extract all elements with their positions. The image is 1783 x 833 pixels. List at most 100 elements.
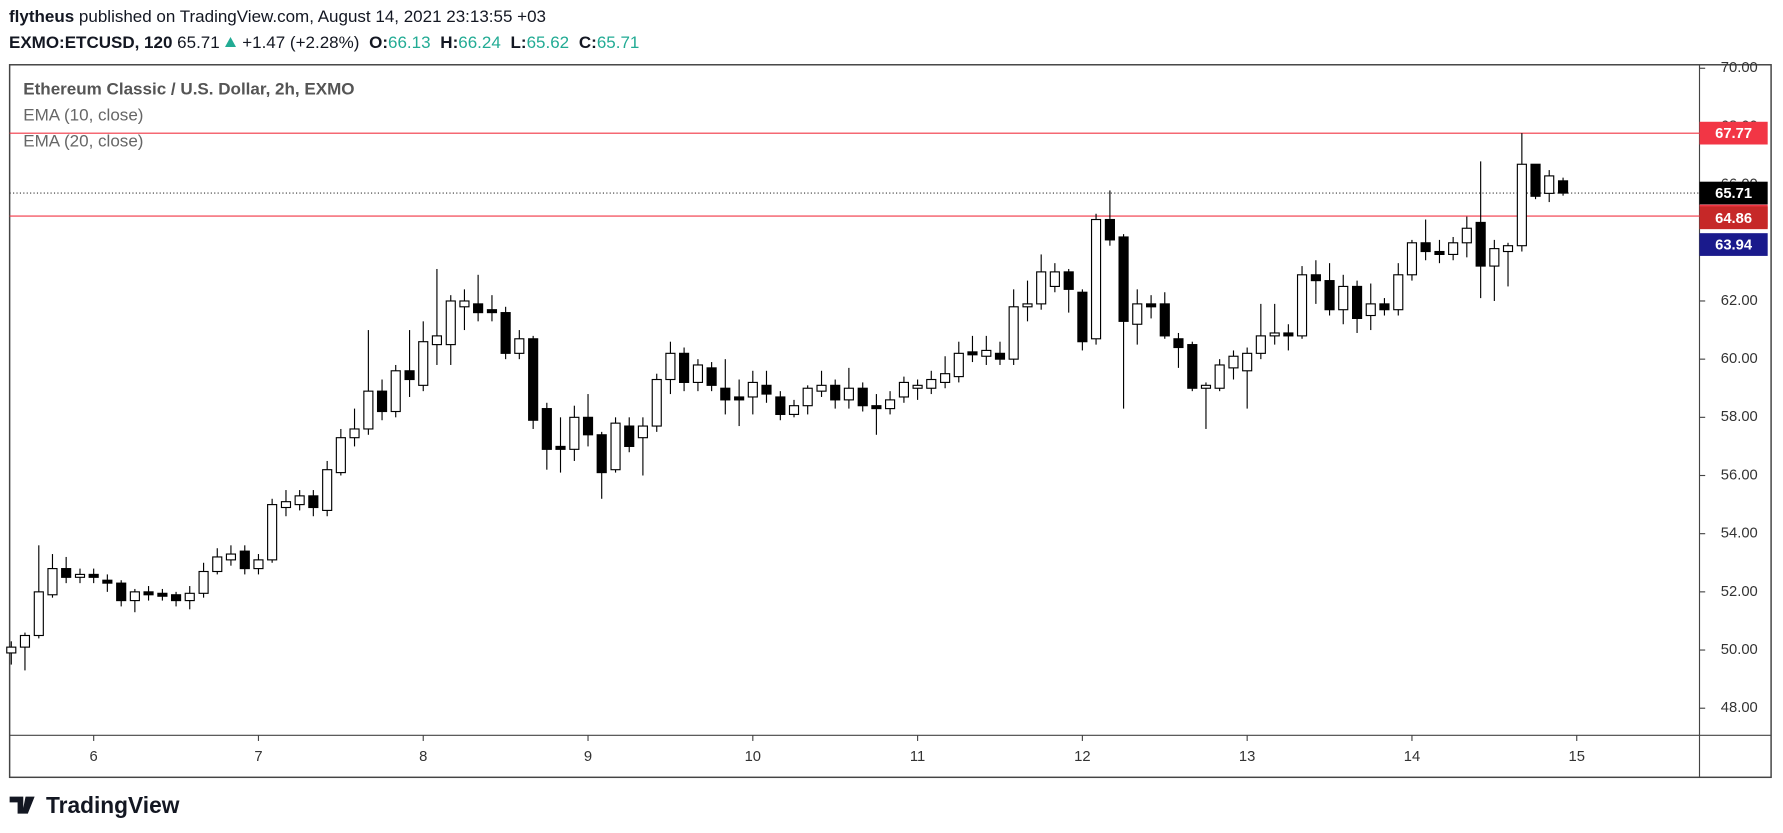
x-tick-label: 10 — [745, 749, 761, 765]
candle-body — [1214, 364, 1225, 389]
candle-body — [981, 349, 992, 357]
candle-body — [116, 582, 127, 602]
candle-body — [404, 370, 415, 381]
candle-body — [1269, 332, 1280, 337]
header: flytheus published on TradingView.com, A… — [9, 4, 639, 56]
ema-price-tag: 63.94 — [1715, 238, 1753, 254]
legend-entry: EMA (10, close) — [23, 105, 143, 124]
publish-line: flytheus published on TradingView.com, A… — [9, 4, 639, 30]
candle-body — [431, 335, 443, 346]
candle-body — [1475, 221, 1486, 267]
candle-body — [884, 399, 896, 410]
candle-body — [1022, 303, 1033, 308]
x-tick-label: 12 — [1074, 749, 1090, 765]
candle-body — [802, 387, 813, 407]
candle-body — [459, 300, 470, 308]
candle-body — [651, 378, 662, 427]
ohlc-label: C: — [578, 33, 597, 52]
candle-body — [1118, 236, 1129, 322]
legend-entry: EMA (20, close) — [23, 132, 143, 151]
candle-body — [610, 422, 621, 471]
y-tick-label: 52.00 — [1721, 584, 1758, 600]
candle-body — [19, 634, 31, 648]
ema-price-tag-bg — [1699, 206, 1768, 230]
candle-body — [198, 570, 209, 594]
candle-body — [102, 579, 113, 584]
candle-body — [473, 303, 484, 314]
plot-area — [6, 132, 1700, 671]
candle-body — [212, 556, 223, 573]
candle-body — [170, 594, 182, 602]
candle-body — [1036, 271, 1047, 305]
candle-body — [1173, 338, 1184, 349]
y-tick-label: 62.00 — [1721, 293, 1758, 309]
candle-body — [734, 396, 745, 401]
candle-body — [1146, 303, 1157, 308]
candle-body — [1200, 384, 1212, 389]
candle-body — [47, 568, 58, 596]
candle-body — [349, 428, 360, 439]
candle-body — [555, 445, 566, 450]
published: published on TradingView.com, August 14,… — [78, 7, 546, 26]
candle-body — [514, 338, 525, 354]
candle-body — [857, 387, 868, 407]
candle-body — [994, 352, 1006, 360]
ohlc-label: L: — [510, 33, 527, 52]
last-price: 65.71 — [177, 33, 220, 52]
candle-body — [596, 434, 607, 474]
candle-body — [1228, 355, 1239, 369]
candle-body — [679, 352, 690, 383]
candle-body — [528, 338, 539, 421]
x-tick-label: 15 — [1569, 749, 1585, 765]
candle-body — [843, 387, 854, 401]
candle-body — [1008, 306, 1019, 360]
candle-body — [720, 387, 731, 401]
candle-body — [1324, 280, 1335, 311]
candle-body — [376, 390, 388, 413]
legend-title: Ethereum Classic / U.S. Dollar, 2h, EXMO — [23, 79, 354, 98]
candle-body — [1077, 291, 1088, 343]
change: +1.47 (+2.28%) — [242, 33, 360, 52]
candle-body — [6, 646, 17, 654]
candle-body — [1104, 218, 1115, 241]
candle-body — [1434, 250, 1445, 256]
y-tick-label: 50.00 — [1721, 642, 1758, 658]
candle-body — [1283, 332, 1294, 337]
y-tick-label: 54.00 — [1721, 526, 1758, 542]
last-price-tag-bg — [1699, 181, 1768, 205]
candle-body — [1159, 303, 1170, 337]
y-tick-label: 56.00 — [1721, 467, 1758, 483]
candle-body — [912, 384, 923, 389]
candle-body — [294, 495, 305, 506]
candle-body — [1242, 352, 1253, 372]
candle-body — [225, 553, 237, 561]
ohlc-label: H: — [440, 33, 459, 52]
candle-body — [157, 592, 168, 597]
candle-body — [253, 559, 264, 570]
candle-body — [1296, 274, 1308, 337]
candle-body — [1338, 285, 1349, 311]
candle-body — [1187, 344, 1198, 389]
candle-body — [692, 364, 704, 383]
candle-body — [184, 592, 195, 602]
chart-frame — [8, 64, 1772, 779]
x-tick-label: 9 — [584, 749, 592, 765]
candle-body — [1406, 242, 1418, 276]
x-tick-label: 6 — [90, 749, 98, 765]
ohlc-label: O: — [369, 33, 389, 52]
candle-body — [445, 300, 456, 346]
open-value: 66.13 — [388, 33, 431, 52]
candle-body — [1310, 274, 1321, 282]
x-tick-label: 11 — [910, 749, 925, 765]
candle-body — [775, 396, 786, 415]
candle-body — [1365, 303, 1376, 317]
candle-body — [33, 591, 44, 637]
candle-body — [280, 501, 292, 509]
candle-body — [1557, 180, 1569, 194]
x-tick-label: 14 — [1404, 749, 1420, 765]
candle-body — [1516, 163, 1527, 247]
author: flytheus — [9, 7, 75, 26]
candle-body — [1351, 285, 1363, 319]
candle-body — [418, 341, 429, 386]
